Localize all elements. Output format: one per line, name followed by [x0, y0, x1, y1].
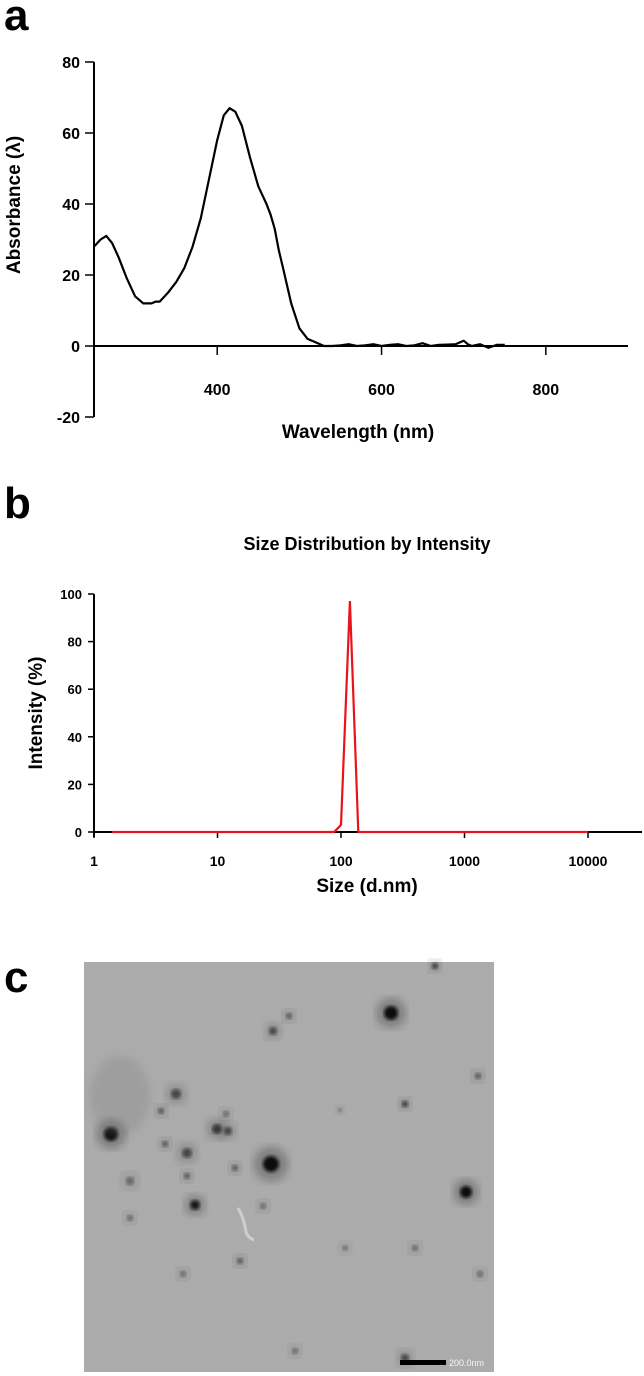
panel-label-a: a [4, 0, 29, 40]
nanoparticle [232, 1165, 238, 1171]
b-y-tick-label: 80 [68, 635, 82, 650]
nanoparticle [126, 1177, 134, 1185]
nanoparticle [338, 1108, 342, 1112]
panel-label-c: c [4, 953, 29, 1002]
a-y-axis-label: Absorbance (λ) [4, 136, 25, 274]
b-chart-title: Size Distribution by Intensity [243, 534, 490, 554]
nanoparticle [171, 1089, 181, 1099]
absorbance-chart: -20 0 20 40 60 80 400 600 800 Wavelength (nm) Ab… [4, 55, 628, 443]
b-y-tick-label: 20 [68, 777, 82, 792]
intensity-series-line [112, 601, 588, 834]
nanoparticle [402, 1101, 408, 1107]
nanoparticle [223, 1111, 229, 1117]
debris-streak [236, 1207, 255, 1242]
a-x-axis-label: Wavelength (nm) [282, 422, 434, 443]
a-y-tick-label: 60 [62, 126, 80, 143]
b-x-tick-label: 100 [329, 853, 353, 869]
size-distribution-chart: Size Distribution by Intensity 0 20 40 60 80… [26, 534, 642, 897]
b-x-tick-label: 10 [210, 853, 226, 869]
b-x-tick-label: 1 [90, 853, 98, 869]
b-y-tick-label: 60 [68, 682, 82, 697]
tem-micrograph: 200.0nm [84, 959, 494, 1372]
nanoparticle [384, 1006, 398, 1020]
b-x-tick-label: 10000 [569, 853, 608, 869]
nanoparticle [180, 1271, 186, 1277]
nanoparticle [460, 1186, 472, 1198]
nanoparticle [269, 1027, 277, 1035]
nanoparticle [190, 1200, 200, 1210]
a-y-tick-label: 20 [62, 268, 80, 285]
micrograph-noise [84, 962, 494, 1372]
scale-bar-label: 200.0nm [449, 1358, 484, 1368]
a-y-tick-label: 0 [71, 339, 80, 356]
nanoparticle [286, 1013, 292, 1019]
a-y-tick-label: 80 [62, 55, 80, 72]
nanoparticle [260, 1203, 266, 1209]
nanoparticle [292, 1348, 298, 1354]
nanoparticle [182, 1148, 192, 1158]
b-y-tick-label: 100 [60, 587, 82, 602]
nanoparticle [342, 1245, 348, 1251]
a-x-tick-label: 400 [204, 382, 231, 399]
nanoparticle [237, 1258, 243, 1264]
nanoparticle [412, 1245, 418, 1251]
a-x-tick-label: 600 [368, 382, 395, 399]
nanoparticle [162, 1141, 168, 1147]
nanoparticles [90, 959, 487, 1367]
nanoparticle [263, 1156, 279, 1172]
nanoparticle [475, 1073, 481, 1079]
nanoparticle [477, 1271, 483, 1277]
b-x-axis-label: Size (d.nm) [316, 876, 417, 897]
a-y-tick-label: -20 [57, 410, 80, 427]
b-y-tick-label: 0 [75, 825, 82, 840]
nanoparticle [224, 1127, 232, 1135]
a-y-tick-label: 40 [62, 197, 80, 214]
nanoparticle [432, 963, 438, 969]
a-x-tick-label: 800 [532, 382, 559, 399]
b-x-tick-label: 1000 [449, 853, 480, 869]
nanoparticle [127, 1215, 133, 1221]
b-y-tick-label: 40 [68, 730, 82, 745]
nanoparticle [158, 1108, 164, 1114]
absorbance-series-line [93, 107, 505, 349]
b-y-axis-label: Intensity (%) [26, 657, 47, 770]
scale-bar [400, 1360, 446, 1365]
panel-label-b: b [4, 479, 31, 528]
nanoparticle [184, 1173, 190, 1179]
stain-region [90, 1056, 150, 1136]
